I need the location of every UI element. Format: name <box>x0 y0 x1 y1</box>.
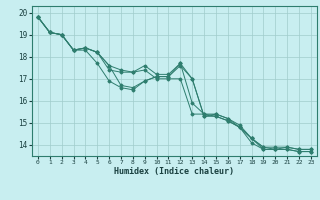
X-axis label: Humidex (Indice chaleur): Humidex (Indice chaleur) <box>115 167 234 176</box>
